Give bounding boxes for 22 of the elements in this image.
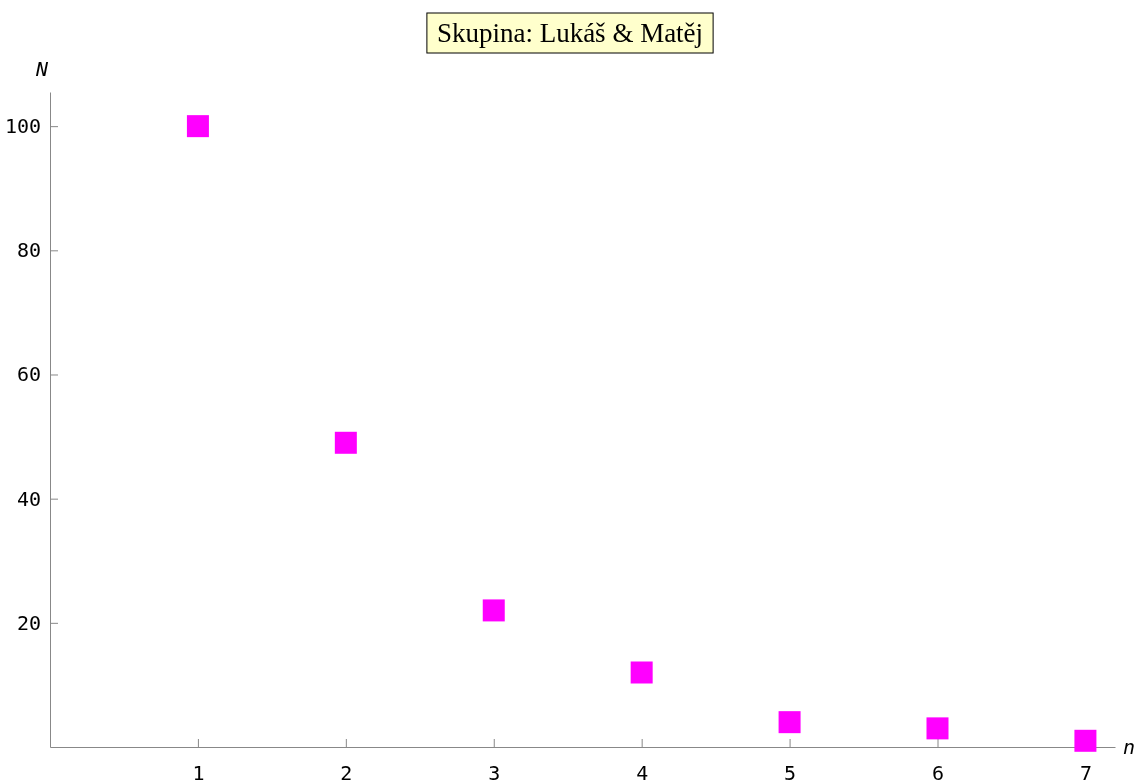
x-tick-label: 4 bbox=[636, 761, 649, 781]
y-tick-label: 80 bbox=[16, 238, 41, 263]
point bbox=[630, 661, 653, 684]
point bbox=[482, 599, 505, 622]
point bbox=[778, 711, 801, 734]
y-tick-label: 60 bbox=[16, 362, 41, 387]
point bbox=[334, 431, 357, 454]
y-axis-title: N bbox=[34, 57, 49, 81]
x-tick-label: 6 bbox=[931, 761, 945, 781]
x-tick-label: 5 bbox=[784, 761, 797, 781]
y-tick-label: 20 bbox=[16, 610, 41, 635]
chart-title: Skupina: Lukáš & Matěj bbox=[436, 18, 704, 48]
x-tick-label: 1 bbox=[192, 761, 205, 781]
x-tick-label: 7 bbox=[1079, 761, 1092, 781]
point bbox=[1074, 729, 1097, 752]
x-axis-title: n bbox=[1123, 735, 1136, 759]
y-tick-label: 100 bbox=[4, 114, 41, 139]
point bbox=[186, 115, 209, 138]
x-tick-label: 3 bbox=[488, 761, 501, 781]
y-tick-label: 40 bbox=[16, 486, 41, 511]
x-tick-label: 2 bbox=[340, 761, 353, 781]
point bbox=[926, 717, 949, 740]
